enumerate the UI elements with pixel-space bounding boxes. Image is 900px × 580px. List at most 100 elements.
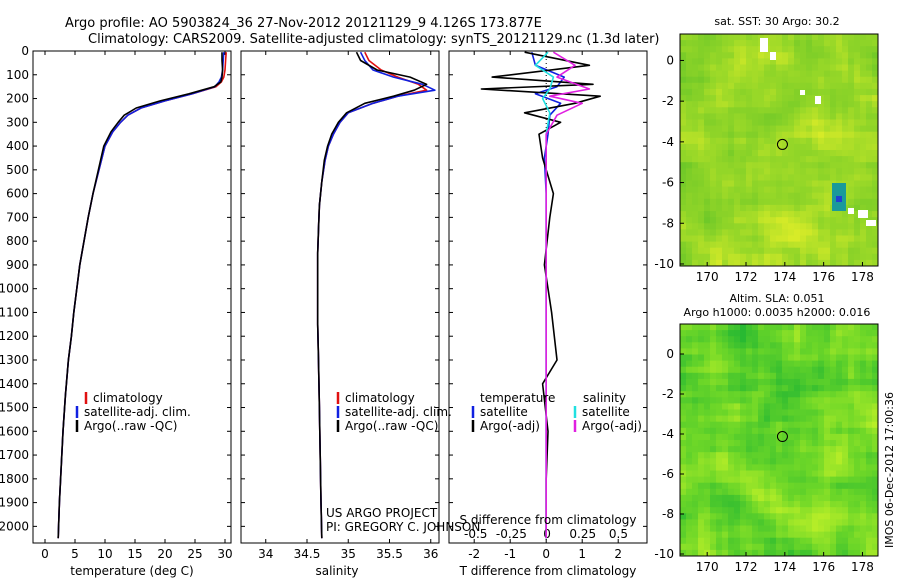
map-cell [704,488,711,496]
map-cell [680,34,687,41]
map-cell [734,64,741,72]
map-cell [872,385,878,392]
map-cell [686,168,693,175]
map-cell [680,76,687,84]
map-cell [812,372,819,380]
map-y-tick-label: 0 [666,347,674,361]
map-cell [848,198,855,206]
map-cell [842,34,849,41]
map-cell [842,427,849,435]
map-cell [716,476,723,484]
map-cell [812,421,819,429]
imos-date-stamp: IMOS 06-Dec-2012 17:00:36 [883,392,896,548]
map-cell [848,143,855,151]
map-cell [716,156,723,163]
map-cell [806,168,813,175]
map-cell [710,137,717,145]
map-cell [818,168,825,175]
map-cell [842,446,849,453]
map-cell [854,88,861,96]
map-cell [752,415,759,423]
map-cell [842,458,849,465]
map-cell [704,131,711,139]
map-cell [710,458,717,465]
map-cell [842,40,849,47]
map-cell [830,58,837,66]
map-cell [830,549,837,556]
map-cell [764,150,771,157]
map-cell [752,378,759,386]
map-cell [866,482,873,490]
map-cell [680,537,687,545]
map-cell [740,391,747,398]
map-cell [728,366,735,374]
map-cell [806,46,813,53]
map-cell [800,76,807,84]
map-cell [770,150,777,157]
map-cell [794,150,801,157]
map-cell [752,348,759,356]
map-cell [758,482,765,490]
map-cell [782,40,789,47]
map-cell [824,168,831,175]
map-cell [788,378,795,386]
map-cell [716,519,723,527]
map-cell [740,168,747,175]
map-cell [782,488,789,496]
map-cell [698,488,705,496]
map-cell [716,507,723,514]
map-cell [866,101,873,108]
map-cell [860,198,867,206]
map-cell [734,223,741,230]
map-cell [806,543,813,551]
map-cell [818,131,825,139]
map-cell [818,464,825,472]
map-cell [794,366,801,374]
map-cell [818,519,825,527]
map-cell [854,342,861,349]
map-cell [776,76,783,84]
map-cell [806,507,813,514]
map-cell [680,549,687,556]
map-cell [722,180,729,188]
map-cell [782,440,789,447]
map-cell [686,235,693,243]
map-cell [812,229,819,237]
temperature-xlabel: temperature (deg C) [70,564,193,578]
map-cell [836,464,843,472]
map-cell [746,88,753,96]
map-cell [818,76,825,84]
map-cell [806,372,813,380]
map-cell [758,519,765,527]
map-cell [854,137,861,145]
map-cell [782,476,789,484]
map-cell [830,470,837,478]
map-cell [710,354,717,362]
map-cell [794,211,801,218]
map-cell [782,415,789,423]
credit-line-1: US ARGO PROJECT [326,506,438,520]
map-cell [764,366,771,374]
map-cell [716,150,723,157]
map-cell [704,70,711,78]
map-cell [794,217,801,224]
map-cell [692,330,699,337]
map-cell [848,192,855,200]
map-cell [854,259,861,266]
map-cell [860,549,867,556]
map-cell [752,211,759,218]
map-cell [800,415,807,423]
map-cell [824,330,831,337]
map-cell [740,156,747,163]
map-cell [860,52,867,59]
map-cell [794,385,801,392]
map-cell [740,34,747,41]
map-cell [680,64,687,72]
map-cell [866,143,873,151]
map-cell [854,70,861,78]
map-cell [704,64,711,72]
map-cell [818,458,825,465]
map-cell [746,385,753,392]
map-cell [842,107,849,114]
map-cell [740,519,747,527]
